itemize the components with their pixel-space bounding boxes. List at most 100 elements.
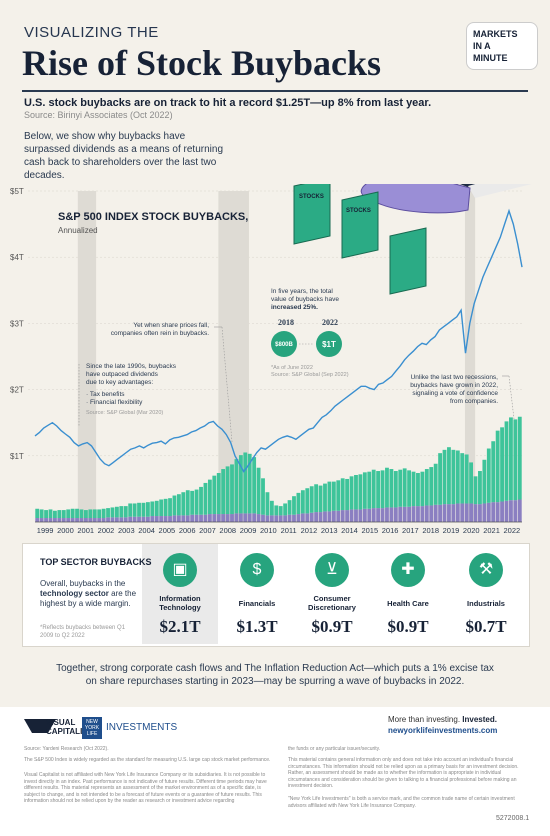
buyback-bar: [362, 472, 367, 509]
dividend-bar: [385, 507, 389, 522]
dividend-bar: [420, 506, 425, 522]
buyback-bar: [261, 478, 265, 515]
vc-triangle-icon: [24, 719, 56, 747]
buyback-bar: [354, 474, 358, 510]
dividend-bar: [238, 513, 243, 522]
buyback-bar: [464, 454, 469, 504]
buyback-bar: [88, 509, 93, 519]
cross-icon: ✚: [391, 553, 425, 587]
dividend-bar: [424, 505, 429, 522]
footer-disclaimer-4: This material contains general informati…: [288, 757, 519, 789]
buyback-bar: [225, 466, 230, 515]
dividend-bar: [491, 502, 496, 522]
x-tick-label: 2010: [260, 526, 277, 535]
buyback-bar: [411, 471, 416, 507]
intro-text: Below, we show why buybacks have surpass…: [24, 131, 224, 181]
x-tick-label: 2003: [118, 526, 135, 535]
x-tick-label: 2008: [219, 526, 236, 535]
dividend-bar: [478, 504, 482, 522]
buyback-bar: [274, 505, 279, 516]
dividend-bar: [132, 516, 137, 522]
dividend-bar: [513, 500, 518, 522]
buyback-bar: [349, 476, 354, 510]
buyback-bar: [123, 506, 128, 518]
y-tick-label: $5T: [10, 187, 24, 196]
buyback-bar: [70, 508, 75, 519]
buyback-bar: [176, 494, 181, 516]
dividend-bar: [137, 516, 141, 522]
buyback-bar: [154, 500, 159, 517]
buyback-bar: [473, 476, 478, 505]
buyback-bar: [451, 449, 456, 505]
dividend-bar: [469, 503, 473, 522]
dividend-bar: [305, 513, 310, 522]
tagline: More than investing. Invested.: [388, 715, 497, 724]
dividend-bar: [57, 518, 62, 522]
svg-text:*As of June 2022: *As of June 2022: [271, 365, 313, 371]
dividend-bar: [451, 504, 456, 522]
dividend-bar: [110, 517, 115, 522]
buyback-bar: [407, 470, 412, 507]
x-tick-label: 2006: [179, 526, 196, 535]
buyback-bar: [491, 441, 496, 503]
x-tick-label: 2015: [361, 526, 378, 535]
dividend-bar: [371, 508, 376, 522]
buyback-bar: [194, 489, 199, 515]
y-tick-label: $4T: [10, 253, 24, 262]
x-tick-label: 2012: [301, 526, 318, 535]
buyback-bar: [336, 480, 341, 511]
buyback-bar: [327, 481, 332, 512]
dividend-bar: [70, 518, 75, 522]
chart-subtitle: Annualized: [58, 226, 98, 235]
buyback-bar: [221, 469, 226, 515]
dividend-bar: [283, 515, 288, 522]
buyback-bar: [247, 453, 252, 514]
dividend-bar: [464, 503, 469, 522]
dividend-bar: [61, 518, 66, 522]
buyback-bar: [137, 502, 141, 517]
dividend-bar: [398, 506, 403, 522]
sector-consumer-discretionary: ⊻ Consumer Discretionary $0.9T: [292, 553, 372, 637]
dividend-bar: [168, 516, 172, 522]
buyback-bar: [110, 507, 115, 518]
svg-text:$800B: $800B: [275, 342, 293, 348]
buyback-bar: [323, 483, 327, 512]
buyback-bar: [61, 510, 66, 519]
dividend-bar: [362, 508, 367, 522]
buyback-bar: [145, 502, 150, 517]
page-title: Rise of Stock Buybacks: [22, 43, 382, 83]
svg-text:Yet when share prices fall,: Yet when share prices fall,: [133, 322, 209, 329]
dividend-bar: [482, 503, 487, 522]
svg-text:$1T: $1T: [322, 340, 336, 349]
x-tick-label: 2017: [402, 526, 419, 535]
investments-wordmark: INVESTMENTS: [106, 722, 178, 733]
buyback-bar: [389, 469, 394, 508]
dividend-bar: [101, 518, 106, 522]
dividend-bar: [274, 515, 279, 522]
dividend-bar: [504, 500, 509, 522]
y-tick-label: $3T: [10, 319, 24, 328]
source-note: Source: Birinyi Associates (Oct 2022): [24, 110, 173, 120]
dividend-bar: [380, 508, 385, 522]
buyback-bar: [486, 448, 491, 503]
buyback-bar: [168, 498, 172, 517]
dividend-bar: [261, 514, 265, 522]
svg-text:companies often rein in buybac: companies often rein in buybacks.: [111, 330, 209, 337]
svg-text:Unlike the last two recessions: Unlike the last two recessions,: [411, 374, 499, 381]
y-tick-label: $2T: [10, 386, 24, 395]
svg-text:In five years, the total: In five years, the total: [271, 288, 333, 295]
website-link[interactable]: newyorklifeinvestments.com: [388, 726, 498, 735]
certificate-label: STOCKS: [346, 208, 371, 214]
dividend-bar: [203, 514, 208, 522]
buyback-bar: [203, 482, 208, 515]
title-rule: [22, 90, 528, 92]
dividend-bar: [141, 516, 146, 522]
buyback-bar: [495, 430, 500, 503]
buyback-bar: [119, 506, 124, 518]
x-tick-label: 2005: [159, 526, 176, 535]
x-tick-label: 2016: [382, 526, 399, 535]
footer-source: Source: Yardeni Research (Oct 2022).: [24, 746, 109, 752]
buyback-bar: [106, 508, 110, 518]
buyback-bar: [216, 473, 221, 515]
buyback-bar: [75, 508, 79, 519]
